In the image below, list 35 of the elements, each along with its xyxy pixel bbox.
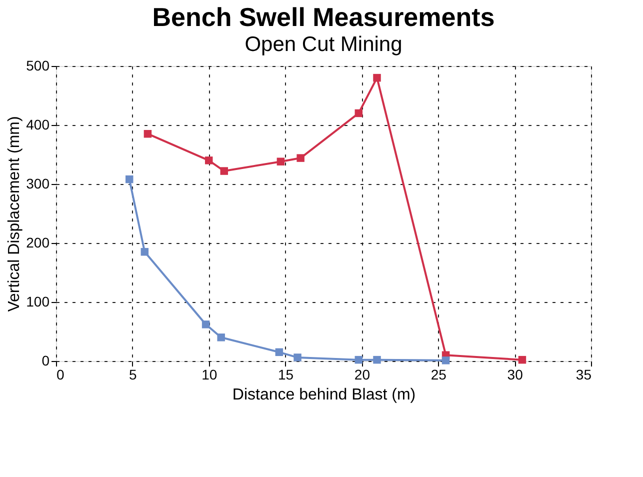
y-tick-label: 0 xyxy=(42,352,50,368)
x-tick-label: 15 xyxy=(278,366,294,382)
point xyxy=(276,158,285,166)
y-tick-label: 500 xyxy=(26,58,50,74)
y-tick-label: 200 xyxy=(26,234,50,250)
y-axis-title: Vertical Displacement (mm) xyxy=(6,116,24,312)
x-tick-label: 25 xyxy=(430,366,447,382)
point xyxy=(296,154,304,162)
point xyxy=(204,156,213,164)
y-tick-label: 300 xyxy=(26,176,50,192)
chart-subtitle: Open Cut Mining xyxy=(244,33,402,56)
point xyxy=(294,354,302,362)
point xyxy=(373,356,381,364)
x-axis-title: Distance behind Blast (m) xyxy=(232,386,416,404)
x-tick-label: 5 xyxy=(129,366,138,382)
point xyxy=(202,320,210,328)
x-tick-label: 20 xyxy=(354,366,370,382)
point xyxy=(275,348,284,356)
x-tick-label: 10 xyxy=(202,366,218,382)
x-tick-label: 30 xyxy=(507,366,524,382)
point xyxy=(220,167,228,175)
point xyxy=(144,130,152,138)
point xyxy=(126,175,134,184)
point xyxy=(140,248,149,256)
y-tick-label: 100 xyxy=(26,294,50,310)
y-tick-label: 400 xyxy=(26,116,50,132)
point xyxy=(217,334,225,342)
point xyxy=(373,74,381,82)
chart-title: Bench Swell Measurements xyxy=(152,2,495,32)
x-tick-label: 0 xyxy=(56,366,64,382)
point xyxy=(442,356,450,364)
point xyxy=(518,356,526,364)
point xyxy=(354,109,363,118)
point xyxy=(354,356,363,364)
x-tick-label: 35 xyxy=(576,366,592,382)
